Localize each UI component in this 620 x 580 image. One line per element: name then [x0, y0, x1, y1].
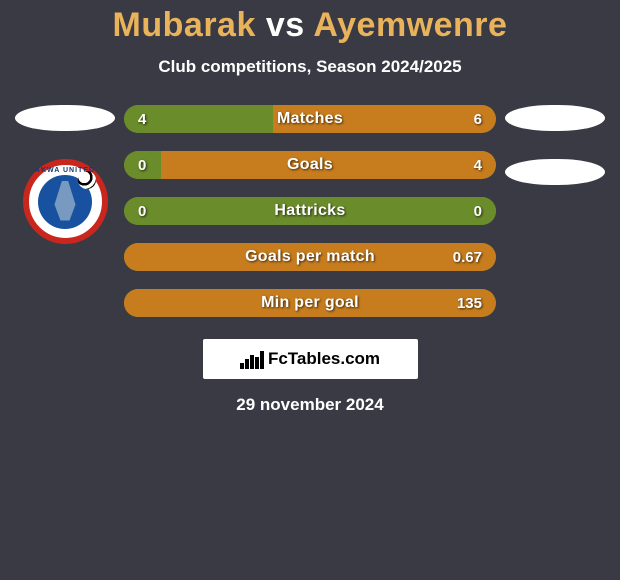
stat-label: Hattricks — [124, 197, 496, 225]
main-comparison: AKWA UNITED 46Matches 04Goals 00Hattricks 0… — [0, 105, 620, 317]
right-player-column — [500, 105, 610, 317]
right-flag2-icon — [505, 159, 605, 185]
brand-logo: FcTables.com — [203, 339, 418, 379]
stat-bars: 46Matches 04Goals 00Hattricks 0.67Goals per… — [120, 105, 500, 317]
vs-text: vs — [266, 6, 305, 44]
player2-name: Ayemwenre — [313, 6, 507, 44]
stat-bar: 04Goals — [124, 151, 496, 179]
stat-label: Min per goal — [124, 289, 496, 317]
infographic-date: 29 november 2024 — [0, 395, 620, 415]
stat-label: Goals — [124, 151, 496, 179]
stat-label: Matches — [124, 105, 496, 133]
left-club-badge-icon: AKWA UNITED — [23, 159, 108, 244]
page-title: Mubarak vs Ayemwenre — [0, 0, 620, 45]
brand-text: FcTables.com — [268, 349, 380, 369]
right-flag1-icon — [505, 105, 605, 131]
stat-bar: 135Min per goal — [124, 289, 496, 317]
stat-bar: 0.67Goals per match — [124, 243, 496, 271]
stat-bar: 00Hattricks — [124, 197, 496, 225]
subtitle: Club competitions, Season 2024/2025 — [0, 57, 620, 77]
left-player-column: AKWA UNITED — [10, 105, 120, 317]
left-flag-icon — [15, 105, 115, 131]
player1-name: Mubarak — [113, 6, 256, 44]
barchart-icon — [240, 349, 264, 369]
stat-bar: 46Matches — [124, 105, 496, 133]
stat-label: Goals per match — [124, 243, 496, 271]
